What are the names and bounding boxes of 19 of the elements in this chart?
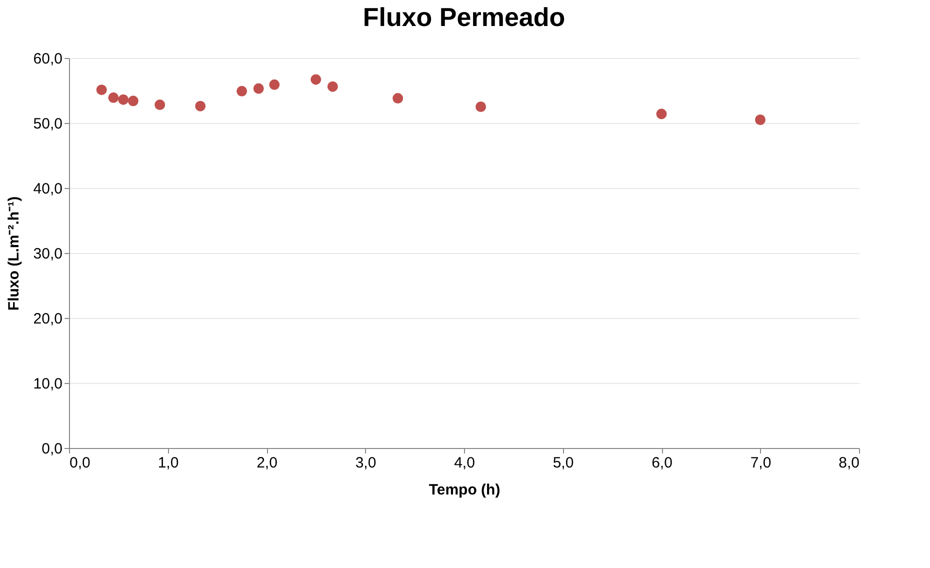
x-tick-label: 5,0 [552, 454, 574, 472]
x-axis-title: Tempo (h) [428, 482, 500, 498]
x-tick-label: 2,0 [256, 454, 278, 472]
y-tick-label: 0,0 [42, 440, 62, 458]
y-tick-label: 30,0 [33, 246, 62, 262]
y-tick-label: 50,0 [33, 116, 62, 132]
y-tick-label: 60,0 [33, 50, 62, 68]
y-tick-label: 20,0 [33, 310, 62, 328]
x-tick-label: 1,0 [158, 454, 179, 472]
y-tick-label: 10,0 [33, 376, 62, 392]
x-tick-label: 0,0 [70, 454, 90, 472]
x-tick-label: 8,0 [838, 454, 860, 472]
x-tick-label: 7,0 [750, 454, 772, 472]
x-tick-label: 6,0 [652, 454, 672, 472]
chart-title: Fluxo Permeado [362, 2, 566, 32]
x-tick-label: 3,0 [355, 454, 376, 472]
y-tick-label: 40,0 [33, 180, 62, 198]
x-tick-label: 4,0 [454, 454, 475, 472]
y-axis-title: Fluxo (L.m⁻².h⁻¹) [5, 196, 22, 311]
